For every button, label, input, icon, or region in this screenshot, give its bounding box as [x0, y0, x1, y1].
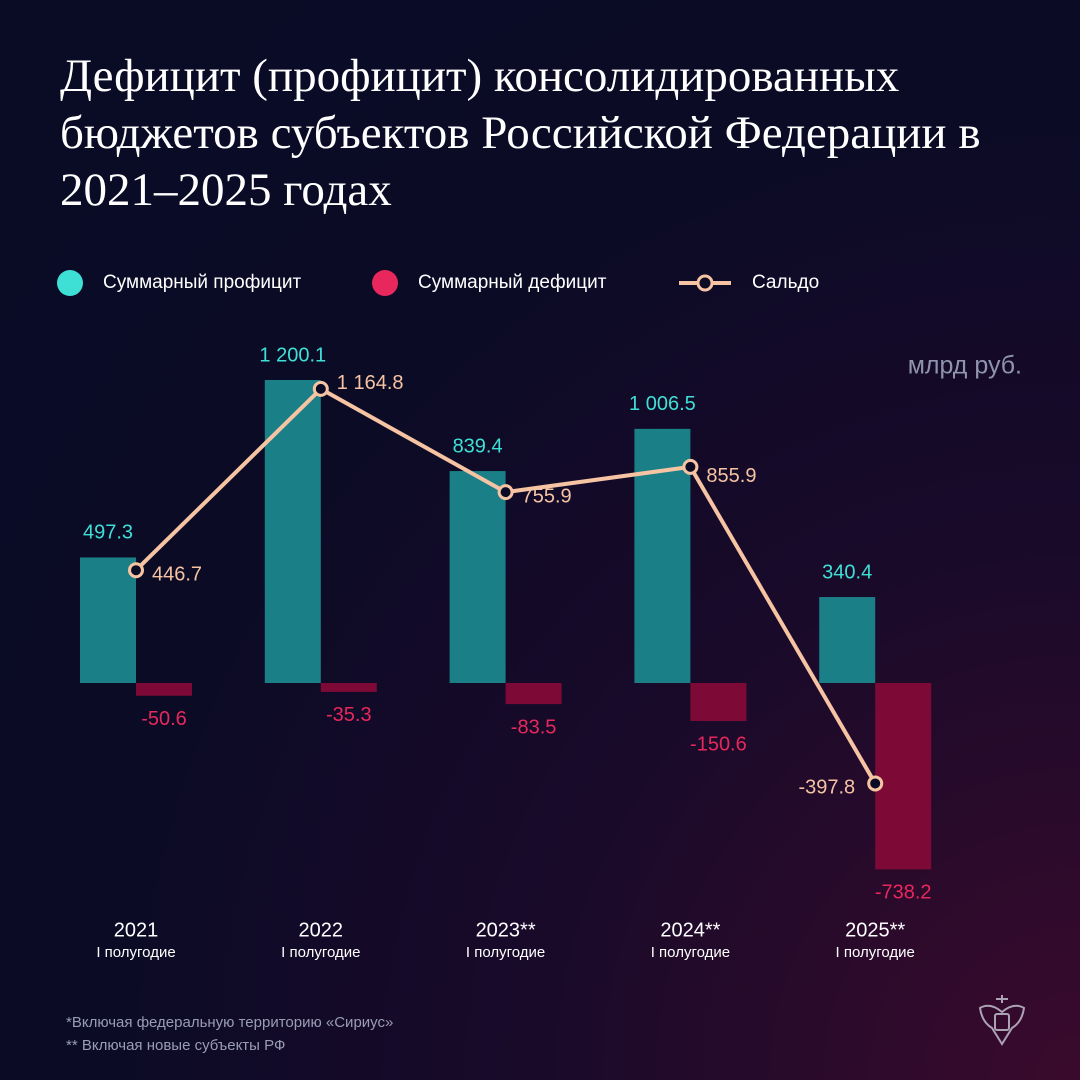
- legend-swatch: [372, 270, 398, 296]
- data-label: -83.5: [511, 716, 557, 738]
- line-point: [867, 775, 884, 792]
- data-label: 446.7: [152, 563, 202, 585]
- x-tick-label: 2025**: [845, 919, 905, 941]
- data-label: 340.4: [822, 561, 872, 583]
- data-label: 497.3: [83, 522, 133, 544]
- data-label: -397.8: [798, 777, 855, 799]
- x-tick-sublabel: I полугодие: [96, 944, 175, 961]
- bar: [264, 379, 321, 683]
- unit-label: млрд руб.: [908, 352, 1022, 380]
- x-tick-label: 2023**: [476, 919, 536, 941]
- data-label: 1 006.5: [629, 393, 696, 415]
- bar: [875, 683, 932, 870]
- data-label: -35.3: [326, 704, 372, 726]
- data-label: 1 164.8: [337, 372, 404, 394]
- bar: [690, 683, 747, 722]
- bar: [136, 683, 192, 696]
- footnote: ** Включая новые субъекты РФ: [66, 1037, 285, 1054]
- data-label: -150.6: [690, 733, 747, 755]
- legend-swatch: [696, 274, 714, 292]
- data-label: -50.6: [141, 708, 187, 730]
- data-label: -738.2: [875, 882, 932, 904]
- legend-label: Суммарный дефицит: [418, 272, 607, 293]
- line-point: [128, 562, 144, 579]
- chart-title: Дефицит (профицит) консолидированных бюд…: [60, 50, 981, 216]
- x-tick-label: 2024**: [660, 919, 720, 941]
- legend-swatch: [57, 270, 83, 296]
- line-point: [497, 484, 514, 501]
- x-tick-label: 2021: [114, 919, 159, 941]
- emblem: [978, 995, 1026, 1046]
- line-point: [312, 380, 329, 397]
- bar: [449, 471, 506, 683]
- data-label: 855.9: [706, 465, 756, 487]
- bar: [80, 557, 136, 683]
- footnote: *Включая федеральную территорию «Сириус»: [66, 1014, 393, 1031]
- x-tick-sublabel: I полугодие: [281, 944, 360, 961]
- data-label: 839.4: [453, 435, 503, 457]
- line-point: [682, 458, 699, 475]
- legend-label: Сальдо: [752, 272, 819, 293]
- x-tick-sublabel: I полугодие: [651, 944, 730, 961]
- x-tick-label: 2022: [299, 919, 344, 941]
- x-tick-sublabel: I полугодие: [836, 944, 915, 961]
- bar: [320, 683, 377, 692]
- x-tick-sublabel: I полугодие: [466, 944, 545, 961]
- data-label: 755.9: [522, 485, 572, 507]
- bar: [819, 597, 876, 683]
- legend-label: Суммарный профицит: [103, 272, 301, 293]
- bar: [505, 683, 562, 705]
- data-label: 1 200.1: [259, 344, 326, 366]
